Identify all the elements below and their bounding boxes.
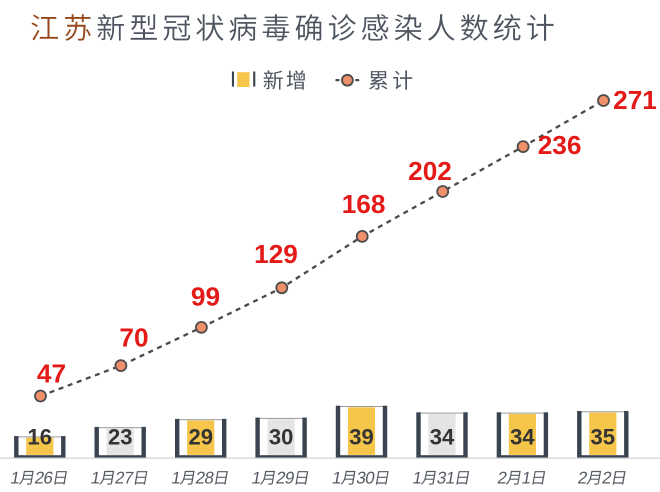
svg-text:7: 7	[122, 468, 135, 488]
svg-text:236: 236	[538, 130, 582, 160]
svg-text:129: 129	[254, 239, 298, 269]
svg-text:1: 1	[331, 468, 344, 488]
svg-text:35: 35	[591, 424, 615, 449]
svg-text:1: 1	[89, 468, 102, 488]
svg-text:1: 1	[411, 468, 424, 488]
svg-text:271: 271	[613, 85, 657, 115]
svg-text:99: 99	[191, 282, 220, 312]
svg-text:3: 3	[435, 468, 448, 488]
svg-text:3: 3	[355, 468, 368, 488]
svg-text:0: 0	[364, 468, 377, 488]
svg-text:168: 168	[342, 189, 386, 219]
svg-text:30: 30	[269, 424, 293, 449]
svg-text:2: 2	[33, 468, 46, 488]
svg-text:39: 39	[349, 424, 373, 449]
svg-text:2: 2	[601, 468, 614, 488]
svg-text:1: 1	[444, 468, 457, 488]
svg-text:1: 1	[520, 468, 533, 488]
svg-text:2: 2	[194, 468, 207, 488]
svg-text:23: 23	[108, 424, 132, 449]
svg-text:2: 2	[576, 468, 589, 488]
svg-text:29: 29	[188, 424, 212, 449]
svg-text:202: 202	[408, 156, 452, 186]
svg-text:9: 9	[283, 468, 296, 488]
svg-text:70: 70	[119, 323, 148, 353]
svg-text:2: 2	[114, 468, 127, 488]
svg-text:1: 1	[9, 468, 22, 488]
svg-text:8: 8	[203, 468, 216, 488]
svg-text:34: 34	[430, 424, 455, 449]
svg-text:1: 1	[170, 468, 183, 488]
svg-text:6: 6	[42, 468, 55, 488]
svg-text:2: 2	[496, 468, 509, 488]
svg-text:1: 1	[250, 468, 263, 488]
svg-text:34: 34	[510, 424, 535, 449]
svg-text:16: 16	[28, 424, 52, 449]
svg-text:2: 2	[275, 468, 288, 488]
svg-text:47: 47	[37, 359, 66, 389]
